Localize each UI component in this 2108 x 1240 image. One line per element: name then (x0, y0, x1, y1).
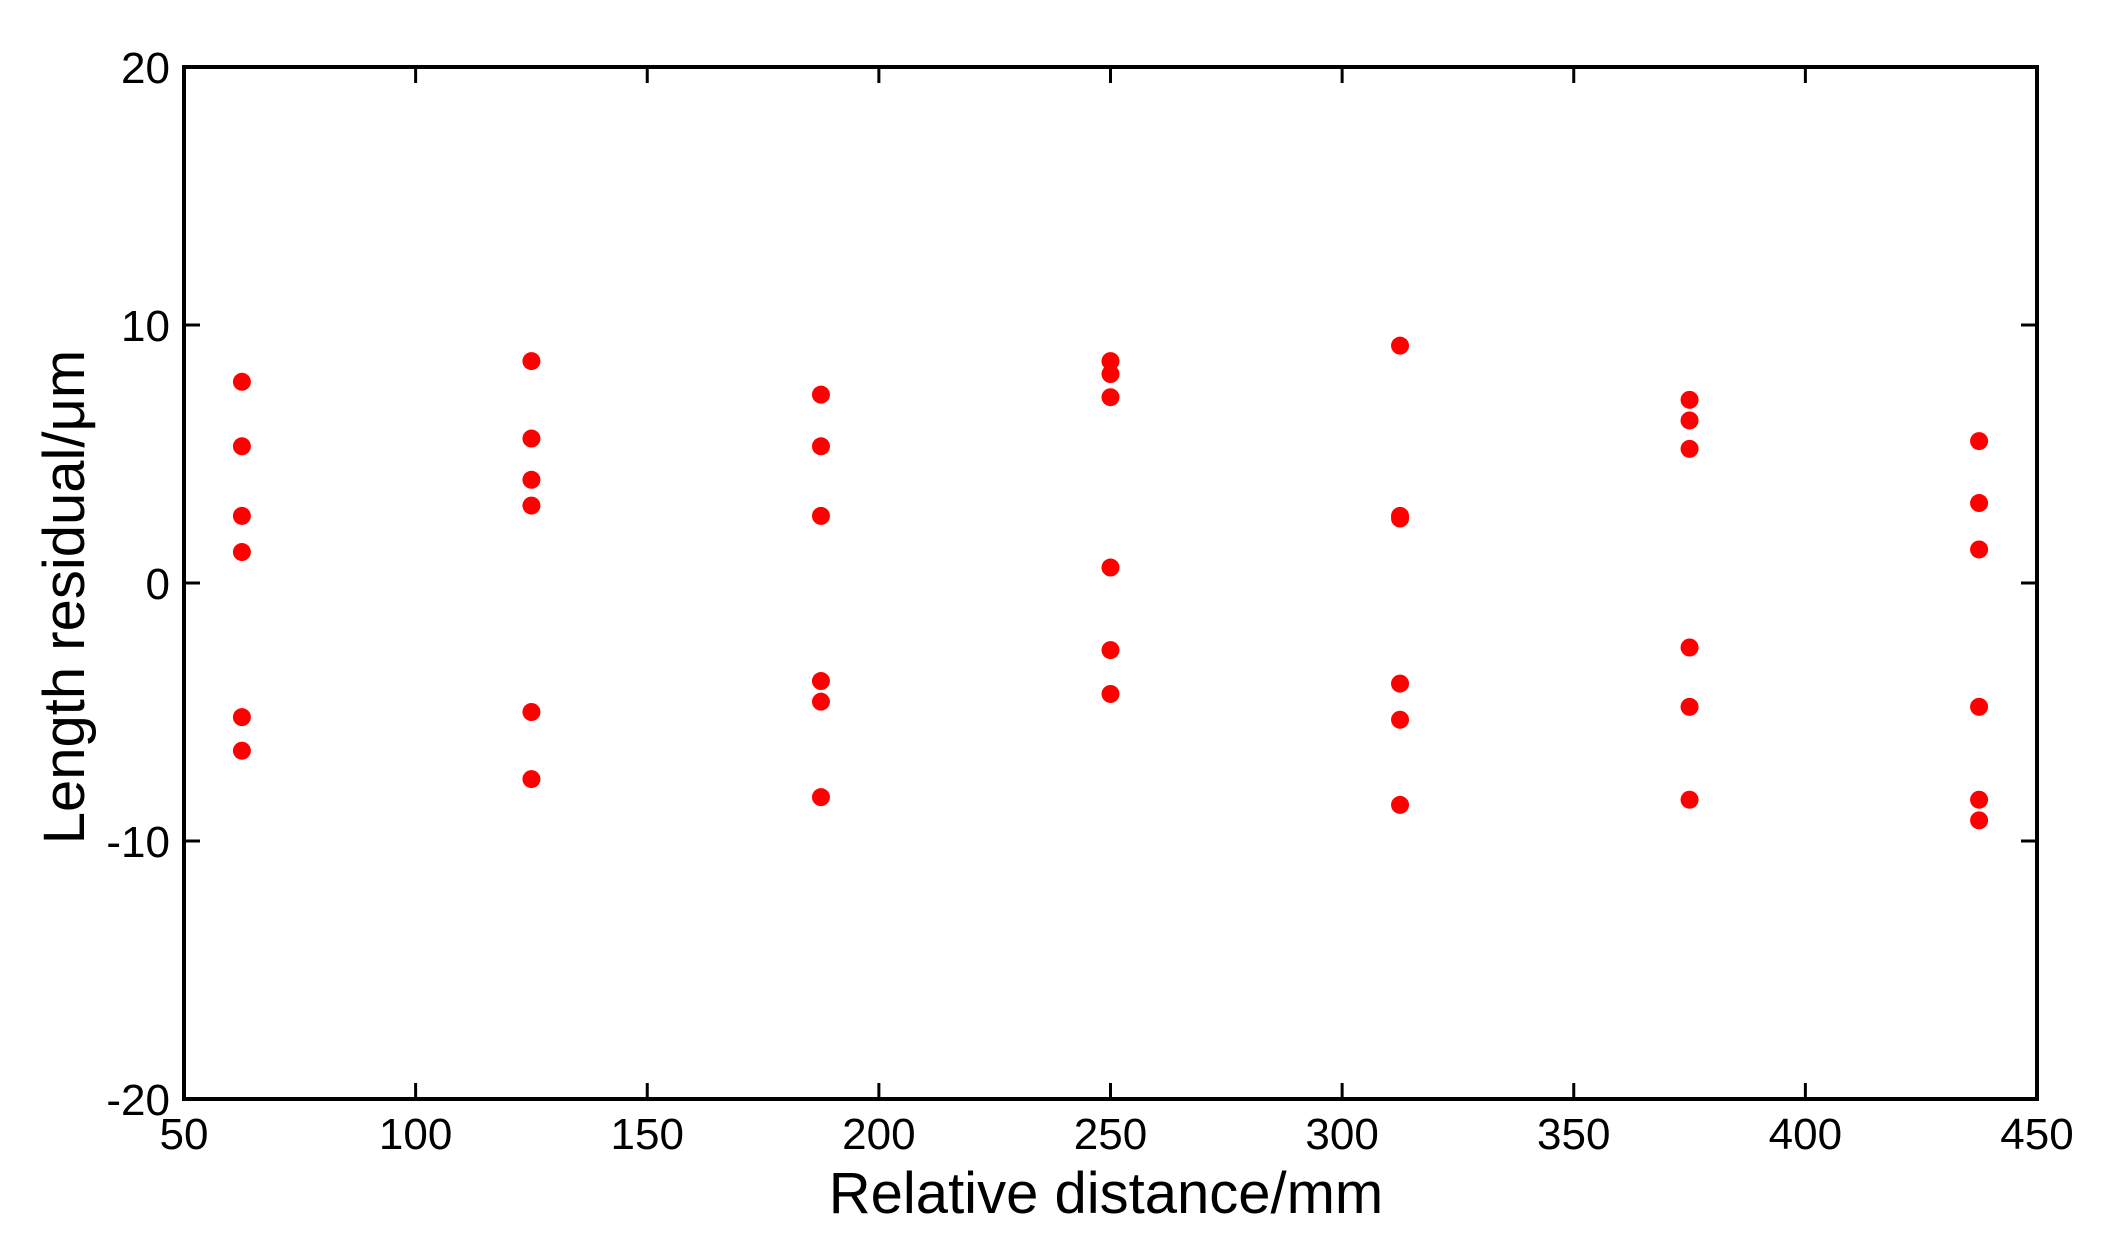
data-point (232, 543, 251, 562)
data-point (811, 385, 830, 404)
x-tick-label: 200 (842, 1110, 915, 1159)
data-point (1101, 641, 1120, 660)
data-point (811, 692, 830, 711)
data-point (1970, 432, 1989, 451)
data-point (1391, 336, 1410, 355)
y-tick-label: 0 (146, 560, 170, 609)
data-points (232, 336, 1989, 830)
data-point (522, 352, 541, 371)
y-axis-title: Length residual/μm (32, 350, 97, 844)
y-axis-ticks: -20 -10 0 10 20 (106, 44, 2037, 1125)
data-point (232, 741, 251, 760)
data-point (1680, 790, 1699, 809)
data-point (1391, 795, 1410, 814)
data-point (1680, 697, 1699, 716)
data-point (1101, 352, 1120, 371)
data-point (1680, 638, 1699, 657)
data-point (1391, 674, 1410, 693)
x-tick-label: 100 (379, 1110, 452, 1159)
data-point (1391, 710, 1410, 729)
data-point (1101, 388, 1120, 407)
data-point (232, 708, 251, 727)
data-point (1970, 790, 1989, 809)
data-point (1970, 494, 1989, 513)
data-point (522, 703, 541, 721)
x-tick-label: 50 (160, 1110, 209, 1159)
data-point (1970, 540, 1989, 559)
data-point (232, 372, 251, 391)
data-point (1101, 684, 1120, 703)
y-tick-label: -10 (106, 818, 170, 867)
data-point (1680, 439, 1699, 458)
data-point (1101, 365, 1120, 384)
x-axis-title: Relative distance/mm (829, 1161, 1383, 1226)
y-tick-label: 10 (121, 302, 170, 351)
data-point (232, 506, 251, 525)
x-axis-ticks: 50 100 150 200 250 300 350 400 450 (160, 67, 2074, 1159)
data-point (1680, 390, 1699, 409)
data-point (522, 496, 541, 515)
data-point (232, 437, 251, 456)
y-tick-label: 20 (121, 44, 170, 93)
data-point (811, 788, 830, 807)
data-point (1970, 697, 1989, 716)
x-tick-label: 300 (1305, 1110, 1378, 1159)
data-point (1101, 558, 1120, 577)
data-point (811, 672, 830, 691)
y-tick-label: -20 (106, 1076, 170, 1125)
x-tick-label: 350 (1537, 1110, 1610, 1159)
data-point (811, 437, 830, 456)
data-point (522, 429, 541, 448)
x-tick-label: 450 (2000, 1110, 2073, 1159)
data-point (1680, 411, 1699, 430)
data-point (522, 770, 541, 789)
data-point (522, 470, 541, 489)
data-point (1970, 811, 1989, 830)
data-point (1391, 509, 1410, 528)
x-tick-label: 400 (1769, 1110, 1842, 1159)
x-tick-label: 150 (611, 1110, 684, 1159)
x-tick-label: 250 (1074, 1110, 1147, 1159)
data-point (811, 506, 830, 525)
